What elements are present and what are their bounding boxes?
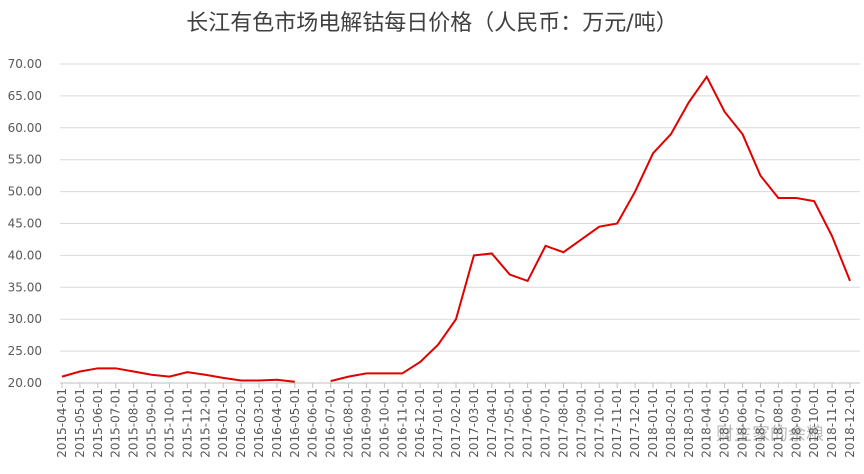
y-tick-label: 55.00 (8, 153, 42, 167)
x-tick-label: 2016-10-01 (377, 388, 391, 458)
y-tick-label: 30.00 (8, 312, 42, 326)
price-line (61, 74, 851, 383)
x-tick-label: 2015-09-01 (145, 388, 159, 458)
y-tick-label: 35.00 (8, 280, 42, 294)
x-tick-label: 2018-01-01 (646, 388, 660, 458)
x-tick-label: 2017-11-01 (610, 388, 624, 458)
x-tick-label: 2015-04-01 (55, 388, 69, 458)
x-tick-label: 2018-02-01 (664, 388, 678, 458)
x-tick-label: 2016-05-01 (288, 388, 302, 458)
x-tick-label: 2017-12-01 (628, 388, 642, 458)
x-tick-label: 2018-07-01 (753, 388, 767, 458)
x-tick-label: 2017-05-01 (503, 388, 517, 458)
x-tick-label: 2017-01-01 (431, 388, 445, 458)
y-tick-label: 65.00 (8, 89, 42, 103)
x-tick-label: 2018-04-01 (700, 388, 714, 458)
watermark: 财主家的余粮 (716, 424, 824, 445)
x-tick-label: 2015-06-01 (91, 388, 105, 458)
x-tick-label: 2016-02-01 (234, 388, 248, 458)
x-tick-label: 2017-10-01 (592, 388, 606, 458)
y-tick-label: 60.00 (8, 121, 42, 135)
x-tick-label: 2015-10-01 (162, 388, 176, 458)
x-tick-label: 2016-12-01 (413, 388, 427, 458)
x-tick-label: 2018-11-01 (825, 388, 839, 458)
x-tick-label: 2017-03-01 (467, 388, 481, 458)
x-tick-label: 2016-07-01 (324, 388, 338, 458)
x-tick-label: 2018-08-01 (771, 388, 785, 458)
x-tick-label: 2015-05-01 (73, 388, 87, 458)
x-tick-label: 2015-07-01 (109, 388, 123, 458)
y-tick-label: 20.00 (8, 376, 42, 390)
x-tick-label: 2016-11-01 (395, 388, 409, 458)
x-tick-label: 2017-07-01 (539, 388, 553, 458)
x-tick-label: 2017-06-01 (521, 388, 535, 458)
x-tick-label: 2017-04-01 (485, 388, 499, 458)
x-tick-label: 2016-01-01 (216, 388, 230, 458)
x-tick-label: 2018-05-01 (718, 388, 732, 458)
x-tick-label: 2015-12-01 (198, 388, 212, 458)
x-tick-label: 2018-06-01 (736, 388, 750, 458)
x-tick-label: 2018-03-01 (682, 388, 696, 458)
x-tick-label: 2017-08-01 (556, 388, 570, 458)
x-tick-label: 2016-08-01 (342, 388, 356, 458)
y-tick-label: 50.00 (8, 185, 42, 199)
y-tick-label: 45.00 (8, 217, 42, 231)
y-tick-label: 25.00 (8, 344, 42, 358)
y-tick-label: 40.00 (8, 248, 42, 262)
y-tick-label: 70.00 (8, 57, 42, 71)
x-tick-label: 2016-06-01 (306, 388, 320, 458)
x-tick-label: 2018-12-01 (843, 388, 857, 458)
x-tick-label: 2016-04-01 (270, 388, 284, 458)
x-tick-label: 2017-09-01 (574, 388, 588, 458)
x-tick-label: 2015-11-01 (180, 388, 194, 458)
x-tick-label: 2018-09-01 (789, 388, 803, 458)
x-tick-label: 2018-10-01 (807, 388, 821, 458)
x-tick-label: 2016-03-01 (252, 388, 266, 458)
x-tick-label: 2016-09-01 (359, 388, 373, 458)
chart-title: 长江有色市场电解钴每日价格（人民币：万元/吨） (186, 11, 677, 36)
x-tick-label: 2015-08-01 (127, 388, 141, 458)
x-tick-label: 2017-02-01 (449, 388, 463, 458)
